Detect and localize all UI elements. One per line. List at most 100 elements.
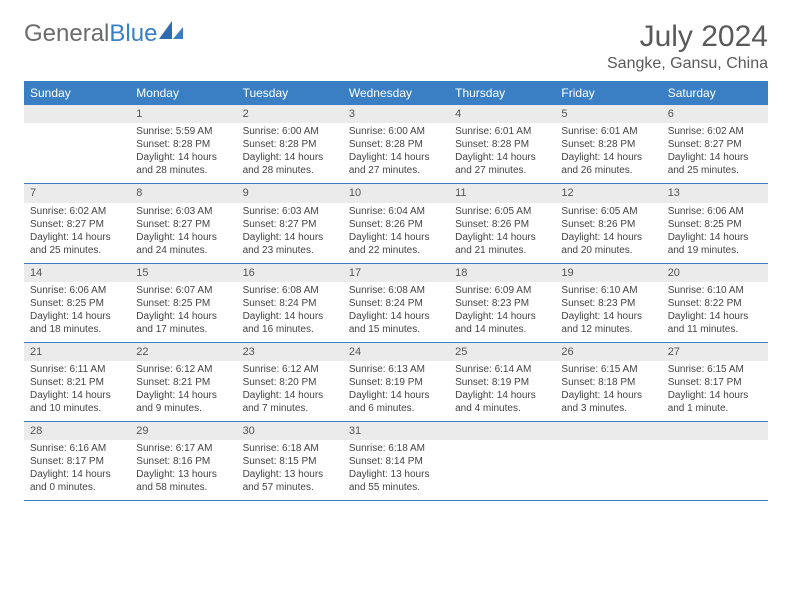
sunset-text: Sunset: 8:28 PM	[243, 138, 337, 151]
calendar-cell: 14 Sunrise: 6:06 AMSunset: 8:25 PMDayligh…	[24, 263, 130, 342]
sunset-text: Sunset: 8:25 PM	[30, 297, 124, 310]
day-content: Sunrise: 6:14 AMSunset: 8:19 PMDaylight:…	[449, 361, 555, 421]
calendar-cell: 29Sunrise: 6:17 AMSunset: 8:16 PMDayligh…	[130, 422, 236, 501]
sunset-text: Sunset: 8:26 PM	[561, 218, 655, 231]
daylight-text: Daylight: 14 hours and 15 minutes.	[349, 310, 443, 336]
sunset-text: Sunset: 8:28 PM	[349, 138, 443, 151]
sunset-text: Sunset: 8:14 PM	[349, 455, 443, 468]
sunrise-text: Sunrise: 6:01 AM	[561, 125, 655, 138]
day-header: Wednesday	[343, 81, 449, 105]
sunrise-text: Sunrise: 6:09 AM	[455, 284, 549, 297]
daylight-text: Daylight: 14 hours and 18 minutes.	[30, 310, 124, 336]
day-content: Sunrise: 6:12 AMSunset: 8:20 PMDaylight:…	[237, 361, 343, 421]
sunrise-text: Sunrise: 6:07 AM	[136, 284, 230, 297]
day-content: Sunrise: 6:15 AMSunset: 8:18 PMDaylight:…	[555, 361, 661, 421]
sunrise-text: Sunrise: 6:08 AM	[243, 284, 337, 297]
calendar-cell: 31Sunrise: 6:18 AMSunset: 8:14 PMDayligh…	[343, 422, 449, 501]
day-content	[555, 440, 661, 500]
day-content: Sunrise: 6:00 AMSunset: 8:28 PMDaylight:…	[343, 123, 449, 183]
sunset-text: Sunset: 8:20 PM	[243, 376, 337, 389]
calendar-cell: 11Sunrise: 6:05 AMSunset: 8:26 PMDayligh…	[449, 184, 555, 263]
day-content: Sunrise: 6:01 AMSunset: 8:28 PMDaylight:…	[449, 123, 555, 183]
day-content: Sunrise: 6:13 AMSunset: 8:19 PMDaylight:…	[343, 361, 449, 421]
daylight-text: Daylight: 14 hours and 28 minutes.	[243, 151, 337, 177]
sunset-text: Sunset: 8:27 PM	[668, 138, 762, 151]
day-number: 27	[662, 343, 768, 361]
day-content: Sunrise: 6:11 AMSunset: 8:21 PMDaylight:…	[24, 361, 130, 421]
calendar-cell	[662, 422, 768, 501]
calendar-cell: 5Sunrise: 6:01 AMSunset: 8:28 PMDaylight…	[555, 105, 661, 184]
day-number: 23	[237, 343, 343, 361]
calendar-cell: 24Sunrise: 6:13 AMSunset: 8:19 PMDayligh…	[343, 342, 449, 421]
sunset-text: Sunset: 8:15 PM	[243, 455, 337, 468]
sunrise-text: Sunrise: 6:10 AM	[668, 284, 762, 297]
day-number: 4	[449, 105, 555, 123]
sunrise-text: Sunrise: 6:06 AM	[30, 284, 124, 297]
calendar-cell: 18Sunrise: 6:09 AMSunset: 8:23 PMDayligh…	[449, 263, 555, 342]
daylight-text: Daylight: 13 hours and 57 minutes.	[243, 468, 337, 494]
day-number: 12	[555, 184, 661, 202]
sunrise-text: Sunrise: 6:06 AM	[668, 205, 762, 218]
daylight-text: Daylight: 14 hours and 17 minutes.	[136, 310, 230, 336]
day-number: 21	[24, 343, 130, 361]
sunset-text: Sunset: 8:23 PM	[561, 297, 655, 310]
day-number: 3	[343, 105, 449, 123]
day-number: 2	[237, 105, 343, 123]
day-content: Sunrise: 6:08 AMSunset: 8:24 PMDaylight:…	[343, 282, 449, 342]
day-content: Sunrise: 6:05 AMSunset: 8:26 PMDaylight:…	[555, 203, 661, 263]
sunset-text: Sunset: 8:27 PM	[30, 218, 124, 231]
sunset-text: Sunset: 8:22 PM	[668, 297, 762, 310]
day-number: 7	[24, 184, 130, 202]
sunset-text: Sunset: 8:21 PM	[136, 376, 230, 389]
day-content	[449, 440, 555, 500]
day-header: Monday	[130, 81, 236, 105]
title-block: July 2024 Sangke, Gansu, China	[607, 20, 768, 73]
calendar-cell	[555, 422, 661, 501]
day-content: Sunrise: 6:07 AMSunset: 8:25 PMDaylight:…	[130, 282, 236, 342]
daylight-text: Daylight: 14 hours and 14 minutes.	[455, 310, 549, 336]
sunset-text: Sunset: 8:19 PM	[455, 376, 549, 389]
daylight-text: Daylight: 14 hours and 20 minutes.	[561, 231, 655, 257]
day-number	[449, 422, 555, 440]
calendar-week-row: 1Sunrise: 5:59 AMSunset: 8:28 PMDaylight…	[24, 105, 768, 184]
day-number: 1	[130, 105, 236, 123]
day-number: 22	[130, 343, 236, 361]
day-content: Sunrise: 6:10 AMSunset: 8:23 PMDaylight:…	[555, 282, 661, 342]
daylight-text: Daylight: 14 hours and 12 minutes.	[561, 310, 655, 336]
day-content: Sunrise: 6:18 AMSunset: 8:14 PMDaylight:…	[343, 440, 449, 500]
calendar-cell: 25Sunrise: 6:14 AMSunset: 8:19 PMDayligh…	[449, 342, 555, 421]
calendar-cell: 20Sunrise: 6:10 AMSunset: 8:22 PMDayligh…	[662, 263, 768, 342]
daylight-text: Daylight: 14 hours and 1 minute.	[668, 389, 762, 415]
day-content: Sunrise: 6:01 AMSunset: 8:28 PMDaylight:…	[555, 123, 661, 183]
day-number: 8	[130, 184, 236, 202]
day-number: 16	[237, 264, 343, 282]
day-content: Sunrise: 6:00 AMSunset: 8:28 PMDaylight:…	[237, 123, 343, 183]
day-number: 24	[343, 343, 449, 361]
sunrise-text: Sunrise: 6:15 AM	[668, 363, 762, 376]
calendar-cell: 10Sunrise: 6:04 AMSunset: 8:26 PMDayligh…	[343, 184, 449, 263]
sunrise-text: Sunrise: 6:00 AM	[349, 125, 443, 138]
sunset-text: Sunset: 8:19 PM	[349, 376, 443, 389]
day-content: Sunrise: 6:05 AMSunset: 8:26 PMDaylight:…	[449, 203, 555, 263]
day-content: Sunrise: 6:02 AMSunset: 8:27 PMDaylight:…	[662, 123, 768, 183]
sunset-text: Sunset: 8:23 PM	[455, 297, 549, 310]
daylight-text: Daylight: 14 hours and 0 minutes.	[30, 468, 124, 494]
calendar-cell: 30Sunrise: 6:18 AMSunset: 8:15 PMDayligh…	[237, 422, 343, 501]
calendar-cell: 28Sunrise: 6:16 AMSunset: 8:17 PMDayligh…	[24, 422, 130, 501]
day-number: 14	[24, 264, 130, 282]
daylight-text: Daylight: 14 hours and 19 minutes.	[668, 231, 762, 257]
day-number: 15	[130, 264, 236, 282]
calendar-table: Sunday Monday Tuesday Wednesday Thursday…	[24, 81, 768, 501]
day-header: Friday	[555, 81, 661, 105]
sunset-text: Sunset: 8:27 PM	[136, 218, 230, 231]
sunset-text: Sunset: 8:21 PM	[30, 376, 124, 389]
daylight-text: Daylight: 14 hours and 6 minutes.	[349, 389, 443, 415]
sunset-text: Sunset: 8:17 PM	[668, 376, 762, 389]
sunrise-text: Sunrise: 6:14 AM	[455, 363, 549, 376]
sunrise-text: Sunrise: 6:05 AM	[455, 205, 549, 218]
sunrise-text: Sunrise: 6:03 AM	[136, 205, 230, 218]
sunset-text: Sunset: 8:24 PM	[349, 297, 443, 310]
calendar-cell: 26Sunrise: 6:15 AMSunset: 8:18 PMDayligh…	[555, 342, 661, 421]
daylight-text: Daylight: 14 hours and 25 minutes.	[30, 231, 124, 257]
calendar-cell: 6Sunrise: 6:02 AMSunset: 8:27 PMDaylight…	[662, 105, 768, 184]
